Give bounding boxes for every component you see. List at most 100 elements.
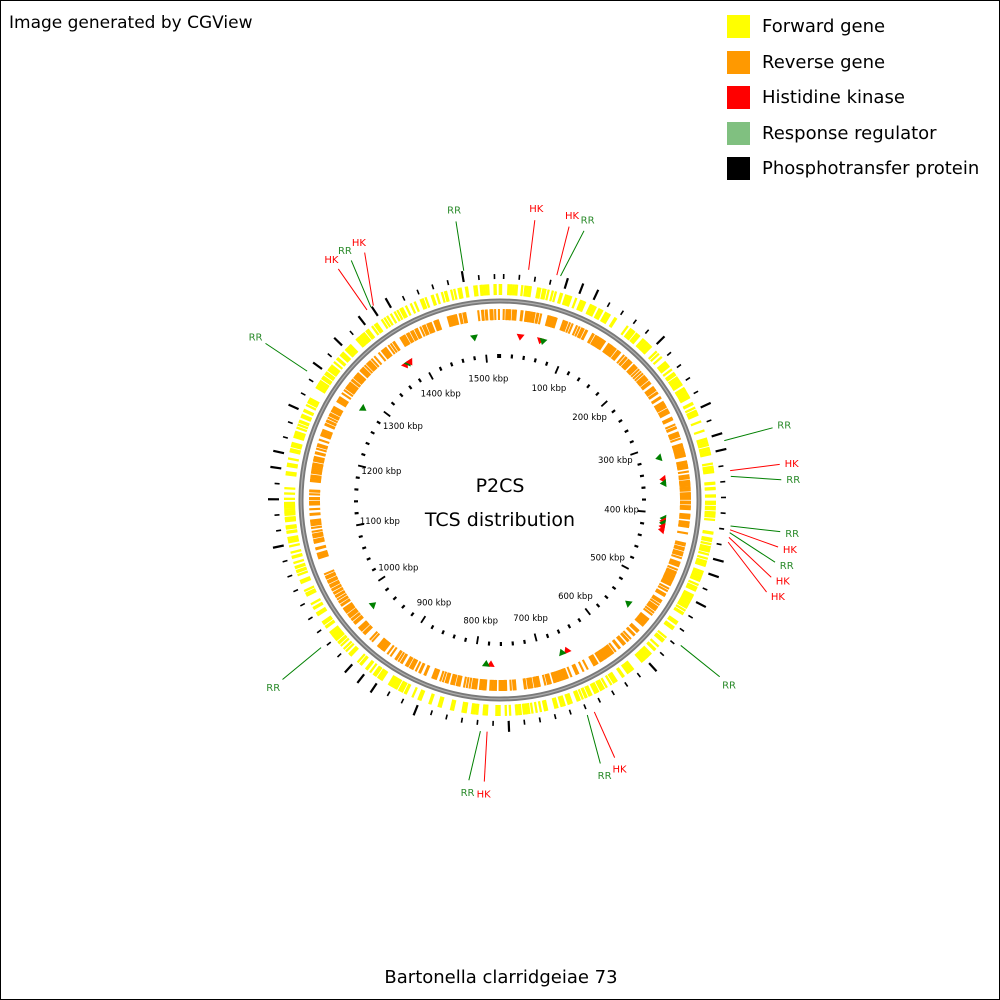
callout-line xyxy=(265,342,308,372)
forward-gene xyxy=(701,462,714,467)
phosphotransfer-tick xyxy=(460,270,465,283)
reverse-gene xyxy=(345,605,356,614)
forward-gene xyxy=(552,291,558,303)
response-regulator-marker xyxy=(539,337,548,345)
forward-gene xyxy=(396,309,404,321)
forward-gene xyxy=(486,284,490,296)
reverse-gene xyxy=(531,312,536,324)
forward-gene xyxy=(700,452,712,458)
ruler-minor-tick xyxy=(473,356,477,361)
ruler-minor-tick xyxy=(408,385,413,390)
forward-gene xyxy=(696,557,708,564)
phosphotransfer-tick xyxy=(533,276,537,282)
reverse-gene xyxy=(446,316,452,328)
ruler-major-tick xyxy=(584,607,591,616)
phosphotransfer-tick xyxy=(695,600,707,609)
reverse-gene xyxy=(337,595,349,603)
reverse-gene xyxy=(632,370,642,380)
reverse-gene xyxy=(322,428,334,435)
forward-gene xyxy=(561,294,568,306)
reverse-gene xyxy=(674,541,686,547)
forward-gene xyxy=(372,665,381,676)
reverse-gene xyxy=(671,553,683,560)
reverse-gene xyxy=(410,658,418,670)
reverse-gene xyxy=(592,336,600,347)
reverse-gene xyxy=(348,381,359,390)
phosphotransfer-tick xyxy=(287,420,293,425)
forward-gene xyxy=(601,312,610,324)
forward-gene xyxy=(697,441,709,447)
ruler-major-tick xyxy=(356,523,365,527)
reverse-gene xyxy=(317,442,329,449)
reverse-gene xyxy=(573,663,580,675)
reverse-gene xyxy=(669,559,681,565)
reverse-gene xyxy=(353,376,363,386)
ruler-minor-tick xyxy=(365,441,370,446)
reverse-gene xyxy=(644,605,655,614)
reverse-gene xyxy=(332,586,344,595)
callout-label-rr: RR xyxy=(785,529,799,540)
ruler-minor-tick xyxy=(417,378,422,383)
forward-gene xyxy=(380,318,389,330)
phosphotransfer-tick xyxy=(307,616,313,621)
reverse-gene xyxy=(310,521,322,525)
forward-gene xyxy=(577,299,584,311)
reverse-gene xyxy=(667,564,679,571)
callout-label-rr: RR xyxy=(581,215,595,226)
callout-line xyxy=(586,714,601,764)
forward-gene xyxy=(685,585,697,592)
reverse-gene xyxy=(342,602,353,611)
phosphotransfer-tick xyxy=(316,629,322,634)
forward-gene xyxy=(373,323,382,334)
forward-gene xyxy=(679,396,691,404)
forward-gene xyxy=(336,356,347,366)
reverse-gene xyxy=(574,326,581,337)
response-regulator-marker xyxy=(659,478,667,487)
forward-gene xyxy=(284,515,296,520)
reverse-gene xyxy=(611,639,621,650)
forward-gene xyxy=(329,365,340,375)
forward-gene xyxy=(699,543,711,549)
ruler-minor-tick xyxy=(566,371,571,376)
reverse-gene xyxy=(653,400,665,409)
forward-gene xyxy=(638,649,648,660)
ruler-tick-label: 1500 kbp xyxy=(468,375,508,385)
reverse-gene xyxy=(310,518,322,522)
forward-gene xyxy=(286,529,298,533)
reverse-gene xyxy=(370,358,380,368)
phosphotransfer-tick xyxy=(336,653,342,658)
reverse-gene xyxy=(603,645,613,656)
forward-gene xyxy=(286,464,298,469)
reverse-gene xyxy=(605,345,614,356)
forward-gene xyxy=(325,371,336,380)
reverse-gene xyxy=(559,669,566,681)
phosphotransfer-tick xyxy=(669,640,675,645)
phosphotransfer-tick xyxy=(676,363,682,369)
reverse-gene xyxy=(409,330,417,342)
reverse-gene xyxy=(571,324,579,336)
reverse-gene xyxy=(638,613,649,622)
forward-gene xyxy=(580,687,587,699)
forward-gene xyxy=(666,373,677,382)
reverse-gene xyxy=(316,549,328,555)
reverse-gene xyxy=(314,544,327,550)
forward-gene xyxy=(557,696,563,708)
ruler-minor-tick xyxy=(384,587,390,592)
reverse-gene xyxy=(465,677,470,689)
phosphotransfer-tick xyxy=(356,673,365,684)
ruler-minor-tick xyxy=(361,546,367,550)
ruler-minor-tick xyxy=(355,476,360,480)
response-regulator-marker xyxy=(469,334,478,342)
legend-swatch-reverse-gene xyxy=(727,50,750,74)
reverse-gene xyxy=(451,314,456,327)
reverse-gene xyxy=(626,363,636,374)
reverse-gene xyxy=(382,347,392,358)
forward-gene xyxy=(696,439,708,445)
forward-gene xyxy=(475,285,479,297)
reverse-gene-track xyxy=(308,308,692,692)
reverse-gene xyxy=(318,438,330,444)
reverse-gene xyxy=(314,451,326,456)
forward-gene xyxy=(305,589,317,597)
reverse-gene xyxy=(659,411,671,419)
reverse-gene xyxy=(352,614,363,624)
